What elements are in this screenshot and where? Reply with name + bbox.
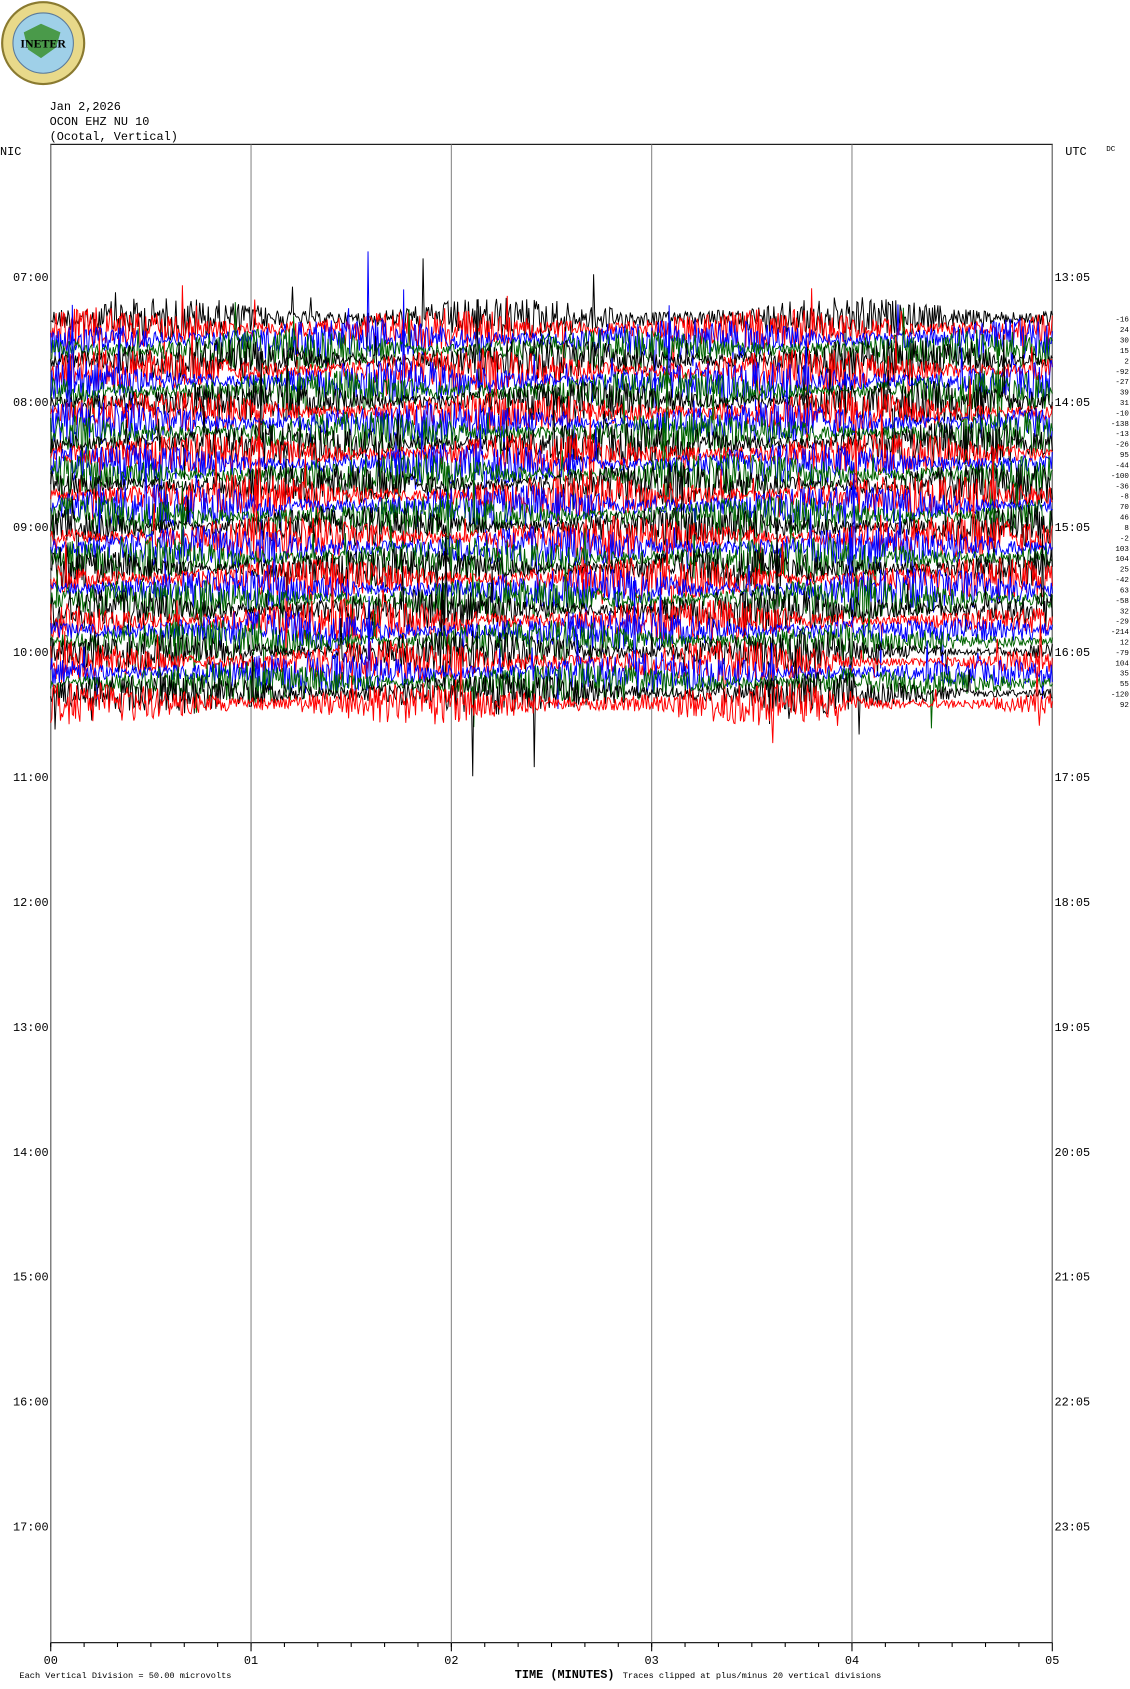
left-tick-label: 16:00 — [13, 1396, 49, 1410]
dc-value: 104 — [1115, 660, 1129, 668]
scale-note: Each Vertical Division = 50.00 microvolt… — [19, 1671, 231, 1681]
trace — [50, 439, 1053, 537]
right-tick-label: 13:05 — [1054, 271, 1090, 285]
dc-value: -26 — [1115, 442, 1129, 450]
dc-value: -58 — [1115, 598, 1129, 606]
dc-value: -120 — [1111, 692, 1130, 700]
trace — [50, 577, 1053, 710]
dc-value: -138 — [1111, 421, 1130, 429]
left-tick-label: 07:00 — [13, 271, 49, 285]
station: OCON EHZ NU 10 — [50, 115, 150, 129]
dc-value: -13 — [1115, 431, 1129, 439]
right-label: UTC — [1065, 145, 1086, 159]
trace — [50, 289, 1053, 427]
left-label: NIC — [0, 145, 21, 159]
right-tick-label: 16:05 — [1054, 646, 1090, 660]
dc-value: -8 — [1120, 494, 1130, 502]
dc-value: 104 — [1115, 556, 1129, 564]
dc-value: 39 — [1120, 390, 1129, 398]
dc-value: 15 — [1120, 348, 1130, 356]
trace — [50, 573, 1053, 724]
dc-value: 35 — [1120, 671, 1130, 679]
dc-value: -214 — [1111, 629, 1130, 637]
dc-value: -27 — [1115, 379, 1129, 387]
dc-value: -42 — [1115, 577, 1129, 585]
logo: INETER — [1, 1, 86, 86]
dc-value: -2 — [1120, 535, 1129, 543]
logo-land — [23, 23, 61, 59]
dc-value: 32 — [1120, 608, 1129, 616]
dc-value: 95 — [1120, 452, 1130, 460]
dc-value: 25 — [1120, 567, 1130, 575]
left-tick-label: 10:00 — [13, 646, 49, 660]
dc-value: -100 — [1111, 473, 1130, 481]
x-tick-label: 00 — [44, 1654, 58, 1668]
trace — [50, 344, 1053, 495]
dc-value: 2 — [1124, 358, 1129, 366]
right-tick-label: 14:05 — [1054, 396, 1090, 410]
dc-value: -36 — [1115, 483, 1129, 491]
trace — [50, 258, 1053, 429]
right-tick-label: 20:05 — [1054, 1146, 1090, 1160]
left-tick-label: 12:00 — [13, 896, 49, 910]
dc-value: 92 — [1120, 702, 1129, 710]
logo-text: INETER — [20, 36, 66, 50]
dc-value: 46 — [1120, 515, 1130, 523]
x-tick-label: 02 — [444, 1654, 458, 1668]
dc-value: -16 — [1115, 317, 1129, 325]
x-tick-label: 04 — [845, 1654, 859, 1668]
right-tick-label: 18:05 — [1054, 896, 1090, 910]
right-tick-label: 19:05 — [1054, 1021, 1090, 1035]
left-tick-label: 13:00 — [13, 1021, 49, 1035]
left-tick-label: 14:00 — [13, 1146, 49, 1160]
dc-value: 31 — [1120, 400, 1130, 408]
dc-value: 8 — [1124, 525, 1129, 533]
trace — [50, 285, 1053, 382]
dc-value: 30 — [1120, 338, 1130, 346]
trace — [50, 656, 1053, 744]
right-tick-label: 15:05 — [1054, 521, 1090, 535]
x-tick-label: 05 — [1045, 1654, 1059, 1668]
dc-value: -79 — [1115, 650, 1129, 658]
dc-value: -10 — [1115, 410, 1129, 418]
right-tick-label: 21:05 — [1054, 1271, 1090, 1285]
dc-value: -29 — [1115, 619, 1129, 627]
trace — [50, 553, 1053, 651]
dc-value: 63 — [1120, 587, 1130, 595]
trace — [50, 587, 1053, 697]
trace — [50, 661, 1053, 729]
left-tick-label: 17:00 — [13, 1521, 49, 1535]
clip-note: Traces clipped at plus/minus 20 vertical… — [623, 1671, 882, 1681]
x-tick-label: 01 — [244, 1654, 258, 1668]
right-tick-label: 17:05 — [1054, 771, 1090, 785]
trace — [50, 645, 1053, 777]
trace — [50, 547, 1053, 645]
dc-value: 103 — [1115, 546, 1129, 554]
right-tick-label: 22:05 — [1054, 1396, 1090, 1410]
x-axis-label: TIME (MINUTES) — [515, 1668, 615, 1682]
trace — [50, 361, 1053, 449]
right-tick-label: 23:05 — [1054, 1521, 1090, 1535]
trace — [50, 416, 1053, 547]
x-tick-label: 03 — [645, 1654, 659, 1668]
dc-value: 12 — [1120, 640, 1129, 648]
dc-value: -44 — [1115, 462, 1129, 470]
left-tick-label: 09:00 — [13, 521, 49, 535]
trace — [50, 518, 1053, 658]
location: (Ocotal, Vertical) — [50, 130, 178, 144]
traces — [50, 251, 1053, 777]
trace — [50, 457, 1053, 595]
date: Jan 2,2026 — [50, 100, 121, 114]
left-tick-label: 08:00 — [13, 396, 49, 410]
dc-value: 24 — [1120, 327, 1130, 335]
dc-label: DC — [1106, 146, 1116, 154]
dc-value: -92 — [1115, 369, 1129, 377]
trace — [50, 441, 1053, 547]
left-tick-label: 11:00 — [13, 771, 49, 785]
left-tick-label: 15:00 — [13, 1271, 49, 1285]
dc-value: 55 — [1120, 681, 1130, 689]
dc-value: 70 — [1120, 504, 1130, 512]
